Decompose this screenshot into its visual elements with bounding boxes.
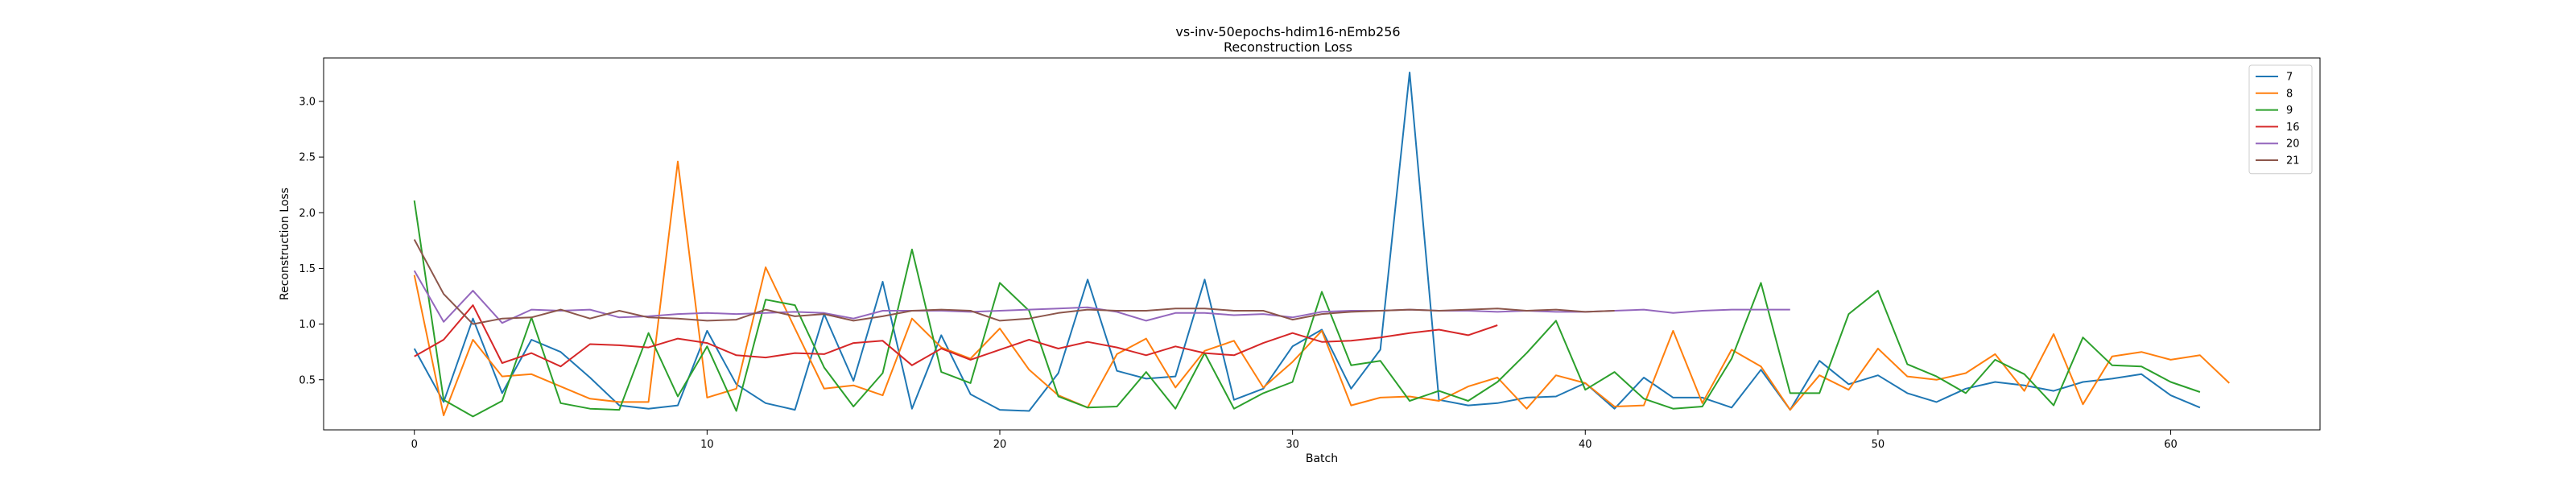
- series-line-21: [413, 239, 1615, 325]
- series-line-7: [413, 72, 2201, 412]
- legend-label-9: 9: [2286, 105, 2293, 117]
- x-tick-label: 30: [1286, 439, 1299, 451]
- x-tick-label: 0: [411, 439, 418, 451]
- legend: 7 8 9 16 20 21: [2248, 64, 2313, 175]
- y-axis: 0.5 1.0 1.5 2.0 2.5 3.0: [299, 96, 324, 386]
- series-layer: [413, 72, 2230, 418]
- series-line-16: [414, 304, 1498, 368]
- legend-box: [2248, 64, 2313, 175]
- plot-frame: [323, 57, 2321, 431]
- legend-label-7: 7: [2286, 72, 2293, 84]
- series-line-20: [413, 270, 1790, 324]
- x-tick-label: 10: [700, 439, 714, 451]
- y-axis-label: Reconstruction Loss: [279, 188, 291, 300]
- y-tick-label: 1.0: [299, 319, 316, 331]
- chart-title: vs-inv-50epochs-hdim16-nEmb256: [1175, 24, 1400, 39]
- x-axis: 0 10 20 30 40 50 60: [411, 430, 2178, 451]
- x-axis-label: Batch: [1306, 452, 1338, 465]
- chart-subtitle: Reconstruction Loss: [1224, 39, 1352, 55]
- y-tick-label: 2.0: [299, 208, 316, 220]
- legend-label-8: 8: [2286, 88, 2293, 100]
- legend-label-21: 21: [2286, 155, 2300, 167]
- x-tick-label: 20: [993, 439, 1007, 451]
- x-tick-label: 60: [2164, 439, 2178, 451]
- y-tick-label: 2.5: [299, 152, 316, 164]
- y-tick-label: 3.0: [299, 96, 316, 108]
- x-tick-label: 50: [1872, 439, 1885, 451]
- legend-label-20: 20: [2286, 138, 2300, 151]
- y-tick-label: 1.5: [299, 263, 316, 275]
- x-tick-label: 40: [1579, 439, 1592, 451]
- series-line-9: [413, 200, 2201, 418]
- legend-label-16: 16: [2286, 122, 2300, 134]
- series-line-8: [413, 160, 2230, 416]
- y-tick-label: 0.5: [299, 374, 316, 386]
